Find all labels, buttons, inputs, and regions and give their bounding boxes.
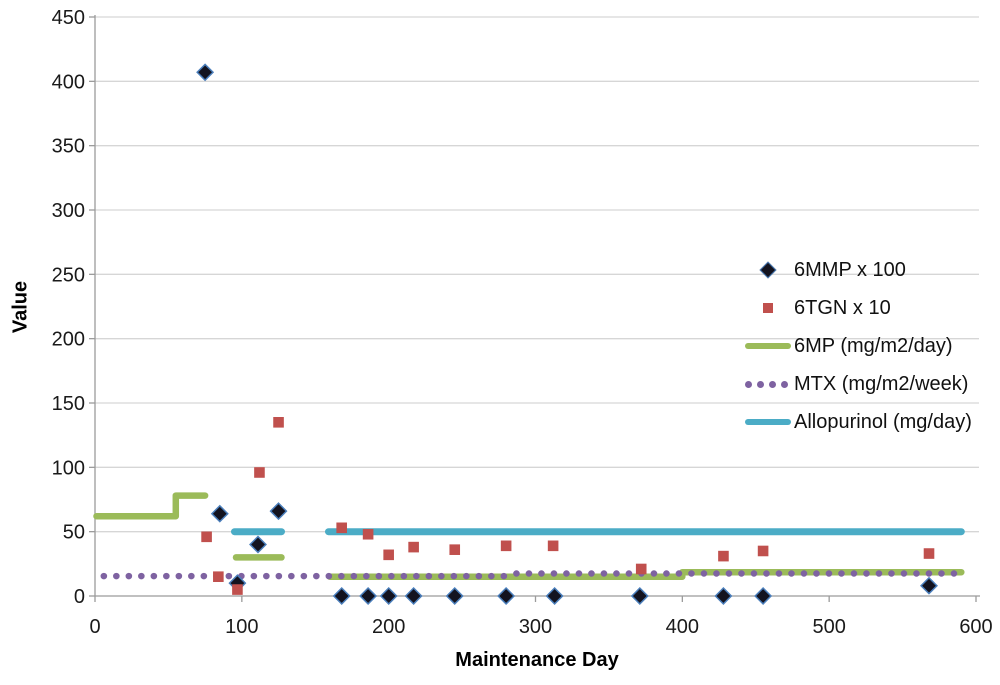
y-axis-title: Value bbox=[9, 280, 32, 334]
y-tick-label: 0 bbox=[74, 586, 85, 608]
6tgn-point bbox=[232, 584, 243, 595]
x-tick-label: 600 bbox=[959, 616, 992, 638]
6mmp-point bbox=[210, 504, 229, 523]
legend-label: 6MMP x 100 bbox=[794, 258, 906, 281]
x-tick-label: 500 bbox=[812, 616, 845, 638]
6tgn-point bbox=[362, 528, 374, 540]
6mmp-point bbox=[404, 587, 423, 605]
square-shape bbox=[763, 303, 773, 313]
blue-line-swatch-icon bbox=[744, 419, 792, 425]
diamond-shape bbox=[759, 261, 777, 279]
6tgn-point bbox=[336, 522, 347, 534]
6tgn-point bbox=[500, 540, 512, 552]
6mmp-point bbox=[359, 587, 378, 605]
legend-label: MTX (mg/m2/week) bbox=[794, 372, 969, 395]
line-shape bbox=[745, 419, 791, 425]
6mmp-point bbox=[545, 587, 564, 605]
x-tick-label: 400 bbox=[666, 616, 699, 638]
green-line-swatch-icon bbox=[744, 343, 792, 349]
legend-item-6mp: 6MP (mg/m2/day) bbox=[744, 327, 972, 365]
diamond-marker-icon bbox=[744, 261, 792, 279]
y-tick-label: 450 bbox=[52, 7, 85, 29]
dot bbox=[781, 380, 788, 388]
6tgn-point bbox=[449, 544, 461, 555]
6tgn-point bbox=[254, 467, 265, 478]
y-tick-label: 350 bbox=[52, 136, 85, 158]
x-tick-label: 300 bbox=[519, 616, 552, 638]
6tgn-point bbox=[923, 548, 935, 559]
6mp-line bbox=[93, 492, 209, 520]
6tgn-point bbox=[213, 571, 224, 582]
y-tick-label: 300 bbox=[52, 200, 85, 222]
6tgn-point bbox=[718, 550, 729, 562]
legend-item-6mmp: 6MMP x 100 bbox=[744, 251, 972, 289]
6tgn-point bbox=[547, 540, 559, 552]
dot bbox=[745, 380, 752, 388]
y-tick-label: 400 bbox=[52, 71, 85, 93]
dot bbox=[757, 380, 764, 388]
6mmp-point bbox=[754, 587, 773, 605]
legend-label: 6TGN x 10 bbox=[794, 296, 891, 319]
y-tick-label: 250 bbox=[52, 264, 85, 286]
6mmp-point bbox=[630, 587, 649, 605]
y-tick-label: 200 bbox=[52, 329, 85, 351]
y-tick-label: 100 bbox=[52, 457, 85, 479]
legend-item-allopurinol: Allopurinol (mg/day) bbox=[744, 403, 972, 441]
6mmp-point bbox=[196, 63, 215, 82]
6mmp-point bbox=[920, 576, 938, 595]
x-tick-label: 100 bbox=[225, 616, 258, 638]
6mmp-point bbox=[249, 535, 267, 554]
6tgn-point bbox=[273, 417, 284, 428]
6tgn-point bbox=[408, 541, 419, 553]
6mmp-point bbox=[497, 587, 516, 605]
6tgn-point bbox=[383, 549, 394, 561]
6tgn-point bbox=[201, 531, 212, 543]
legend-label: Allopurinol (mg/day) bbox=[794, 410, 972, 433]
x-axis-title: Maintenance Day bbox=[455, 649, 619, 671]
legend-item-6tgn: 6TGN x 10 bbox=[744, 289, 972, 327]
6tgn-point bbox=[757, 545, 769, 557]
y-tick-label: 50 bbox=[63, 522, 85, 544]
x-tick-label: 200 bbox=[372, 616, 405, 638]
legend: 6MMP x 100 6TGN x 10 6MP (mg/m2/day) MTX… bbox=[744, 251, 972, 441]
x-tick-label: 0 bbox=[89, 616, 100, 638]
dot bbox=[769, 380, 776, 388]
dotted-line-swatch-icon bbox=[744, 380, 792, 388]
6mmp-point bbox=[445, 587, 464, 605]
6tgn-point bbox=[635, 563, 647, 575]
6mmp-point bbox=[714, 587, 733, 605]
line-shape bbox=[745, 343, 791, 349]
legend-label: 6MP (mg/m2/day) bbox=[794, 334, 953, 357]
6mmp-point bbox=[269, 502, 288, 521]
6mmp-point bbox=[379, 587, 398, 605]
legend-item-mtx: MTX (mg/m2/week) bbox=[744, 365, 972, 403]
y-tick-label: 150 bbox=[52, 393, 85, 415]
6mmp-point bbox=[332, 587, 351, 605]
square-marker-icon bbox=[744, 303, 792, 313]
dots-shape bbox=[745, 380, 791, 388]
